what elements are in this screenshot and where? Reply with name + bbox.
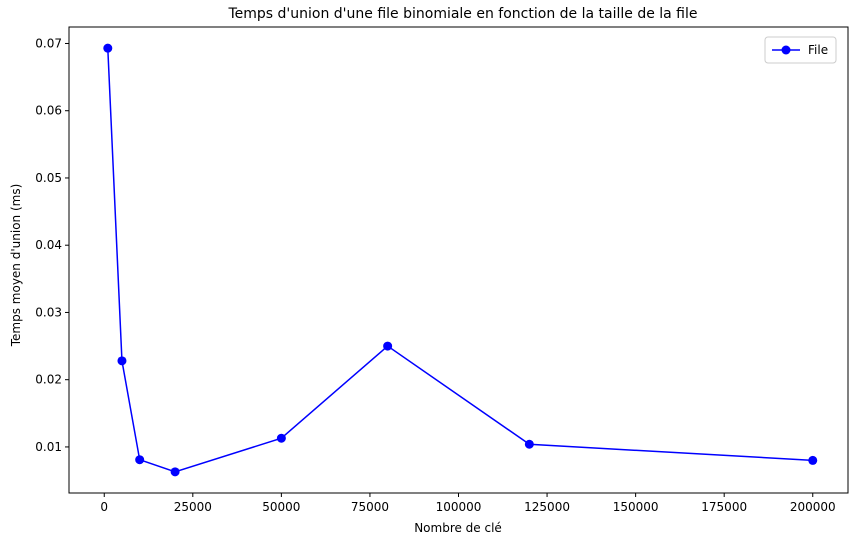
legend-label: File — [808, 43, 828, 57]
legend: File — [764, 36, 837, 64]
x-axis: 0 25000 50000 75000 100000 125000 150000 175000… — [100, 493, 836, 514]
data-point-0-3 — [170, 467, 180, 477]
x-tick-label-5: 125000 — [524, 500, 570, 514]
data-point-0-5 — [383, 341, 393, 351]
data-point-0-4 — [276, 433, 286, 443]
x-tick-label-7: 175000 — [701, 500, 747, 514]
y-axis: 0.01 0.02 0.03 0.04 0.05 0.06 0.07 — [35, 36, 69, 454]
y-tick-label-0: 0.01 — [35, 440, 62, 454]
x-tick-label-0: 0 — [100, 500, 108, 514]
y-tick-label-5: 0.06 — [35, 104, 62, 118]
x-tick-label-2: 50000 — [262, 500, 300, 514]
data-point-0-6 — [524, 439, 534, 449]
y-tick-label-3: 0.04 — [35, 238, 62, 252]
chart-title: Temps d'union d'une file binomiale en fo… — [227, 6, 697, 22]
x-tick-label-6: 150000 — [613, 500, 659, 514]
data-point-0-1 — [117, 356, 127, 366]
plot-frame — [68, 26, 849, 494]
x-tick-label-4: 100000 — [436, 500, 482, 514]
y-tick-label-6: 0.07 — [35, 36, 62, 50]
y-axis-label: Temps moyen d'union (ms) — [9, 184, 23, 348]
y-tick-label-2: 0.03 — [35, 305, 62, 319]
legend-box — [764, 36, 837, 64]
data-point-0-2 — [135, 455, 145, 465]
x-tick-label-8: 200000 — [790, 500, 836, 514]
data-point-0-7 — [808, 455, 818, 465]
x-axis-label: Nombre de clé — [414, 521, 502, 535]
legend-marker — [781, 45, 791, 55]
x-tick-label-3: 75000 — [351, 500, 389, 514]
x-tick-label-1: 25000 — [174, 500, 212, 514]
series-line-0 — [107, 48, 813, 473]
data-point-0-0 — [103, 43, 113, 53]
series-layer — [103, 43, 818, 477]
y-tick-label-1: 0.02 — [35, 373, 62, 387]
y-tick-label-4: 0.05 — [35, 171, 62, 185]
